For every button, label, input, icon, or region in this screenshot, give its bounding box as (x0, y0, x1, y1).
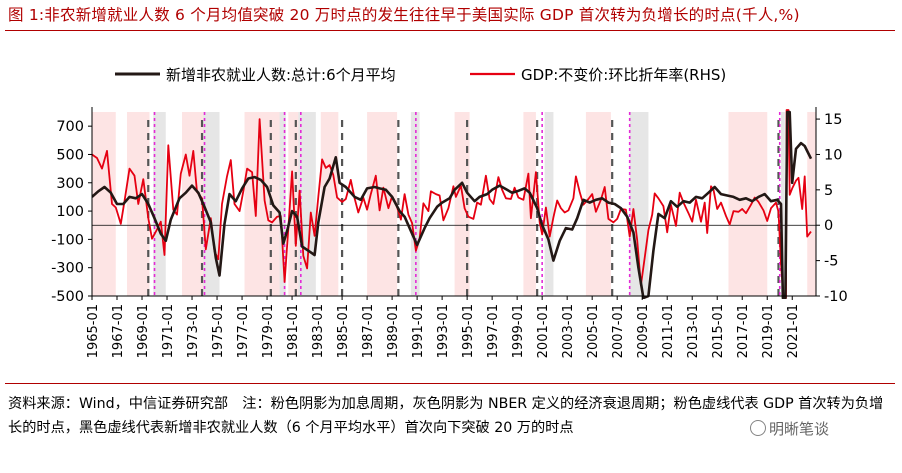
x-tick-label-6: 1977-01 (236, 304, 251, 358)
left-tick-label-6: -500 (51, 289, 84, 305)
payroll-gdp-line-chart: 700 500 300 100 -100 -300 -500 15 10 5 0 -5 -10 1965-… (51, 66, 848, 358)
x-tick-label-16: 1997-01 (486, 304, 501, 358)
x-tick-label-25: 2015-01 (711, 304, 726, 358)
x-tick-label-20: 2005-01 (586, 304, 601, 358)
x-tick-label-22: 2009-01 (636, 304, 651, 358)
right-tick-label-1: 10 (824, 147, 842, 163)
left-tick-label-5: -300 (51, 261, 84, 277)
x-tick-label-11: 1987-01 (361, 304, 376, 358)
left-tick-label-1: 500 (56, 147, 84, 163)
x-tick-label-10: 1985-01 (336, 304, 351, 358)
right-tick-label-0: 15 (824, 112, 842, 128)
x-tick-label-2: 1969-01 (136, 304, 151, 358)
x-tick-label-23: 2011-01 (661, 304, 676, 358)
x-tick-label-14: 1993-01 (436, 304, 451, 358)
x-tick-label-0: 1965-01 (86, 304, 101, 358)
left-tick-label-2: 300 (56, 176, 84, 192)
right-tick-label-5: -10 (824, 289, 848, 305)
x-tick-label-21: 2007-01 (611, 304, 626, 358)
rate-hike-shade-6 (367, 112, 398, 296)
watermark: 明晰笔谈 (750, 418, 829, 439)
rate-hike-shade-5 (320, 112, 339, 296)
x-tick-label-1: 1967-01 (111, 304, 126, 358)
left-tick-label-3: 100 (56, 204, 84, 220)
series-line-1 (92, 109, 812, 299)
x-tick-label-28: 2021-01 (786, 304, 801, 358)
shading-layer (92, 112, 816, 296)
legend-label-gdp: GDP:不变价:环比折年率(RHS) (521, 66, 726, 84)
x-tick-label-19: 2003-01 (561, 304, 576, 358)
right-tick-label-3: 0 (824, 218, 833, 234)
x-tick-label-12: 1989-01 (386, 304, 401, 358)
x-tick-label-18: 2001-01 (536, 304, 551, 358)
rate-hike-shade-11 (807, 112, 816, 296)
legend: 新增非农就业人数:总计:6个月平均 GDP:不变价:环比折年率(RHS) (115, 66, 726, 84)
rate-hike-shade-3 (244, 112, 284, 296)
recession-shade-0 (153, 112, 166, 296)
series-line-0 (92, 110, 813, 299)
legend-label-payroll: 新增非农就业人数:总计:6个月平均 (166, 66, 396, 84)
left-tick-label-0: 700 (56, 119, 84, 135)
rate-hike-shade-7 (454, 112, 470, 296)
right-tick-label-4: -5 (824, 254, 838, 270)
x-tick-label-4: 1973-01 (186, 304, 201, 358)
series-layer (92, 109, 813, 299)
x-tick-label-13: 1991-01 (411, 304, 426, 358)
x-tick-label-8: 1981-01 (286, 304, 301, 358)
recession-shade-6 (629, 112, 649, 296)
source-note: 资料来源：Wind，中信证券研究部 注：粉色阴影为加息周期，灰色阴影为 NBER… (8, 396, 884, 436)
recession-shade-7 (780, 112, 785, 296)
watermark-logo-icon (750, 420, 766, 436)
x-tick-label-24: 2013-01 (686, 304, 701, 358)
note-rule (5, 383, 895, 384)
recession-shade-5 (544, 112, 554, 296)
recession-shade-2 (279, 112, 286, 296)
title-rule (5, 30, 895, 31)
watermark-text: 明晰笔谈 (769, 420, 830, 438)
x-tick-label-15: 1995-01 (461, 304, 476, 358)
x-tick-label-27: 2019-01 (761, 304, 776, 358)
left-tick-label-4: -100 (51, 232, 84, 248)
figure-title: 图 1:非农新增就业人数 6 个月均值突破 20 万时点的发生往往早于美国实际 … (8, 6, 800, 24)
x-tick-label-26: 2017-01 (736, 304, 751, 358)
axis-layer: 700 500 300 100 -100 -300 -500 15 10 5 0 -5 -10 1965-… (51, 107, 848, 358)
x-tick-label-17: 1999-01 (511, 304, 526, 358)
rate-hike-shade-10 (728, 112, 768, 296)
x-tick-label-5: 1975-01 (211, 304, 226, 358)
right-tick-label-2: 5 (824, 183, 833, 199)
x-tick-label-7: 1979-01 (261, 304, 276, 358)
x-tick-label-9: 1983-01 (311, 304, 326, 358)
x-tick-label-3: 1971-01 (161, 304, 176, 358)
